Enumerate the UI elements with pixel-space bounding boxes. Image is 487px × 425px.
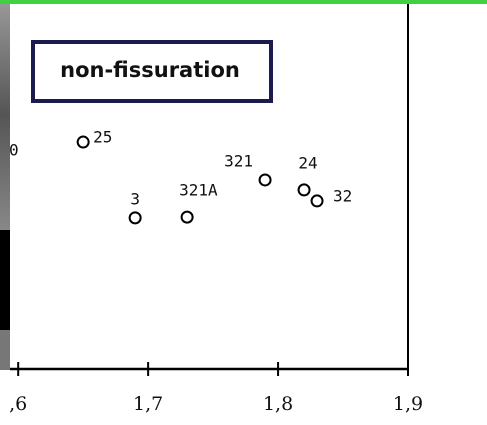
x-tick-label: ,6	[9, 393, 27, 415]
photo-strip	[0, 230, 10, 330]
point-label: 3	[130, 189, 140, 208]
point-label: 32	[333, 186, 352, 205]
photo-strip	[0, 0, 10, 230]
point	[130, 212, 141, 223]
x-tick-label: 1,7	[133, 393, 163, 415]
point-label: 25	[93, 128, 112, 147]
edge-label: 0	[9, 141, 19, 160]
x-tick-label: 1,8	[263, 393, 293, 415]
top-bar	[0, 0, 487, 4]
point	[312, 195, 323, 206]
annotation: non-fissuration	[60, 58, 240, 82]
point-label: 321	[224, 151, 253, 170]
point	[78, 137, 89, 148]
point-label: 321A	[179, 181, 218, 200]
point	[260, 174, 271, 185]
point	[299, 184, 310, 195]
point	[182, 212, 193, 223]
x-tick-label: 1,9	[393, 393, 423, 415]
point-label: 24	[298, 153, 317, 172]
photo-strip	[0, 330, 10, 370]
chart: non-fissuration 0 ,6 1,7 1,8 1,9 25 3 321A 321 2…	[0, 0, 487, 425]
